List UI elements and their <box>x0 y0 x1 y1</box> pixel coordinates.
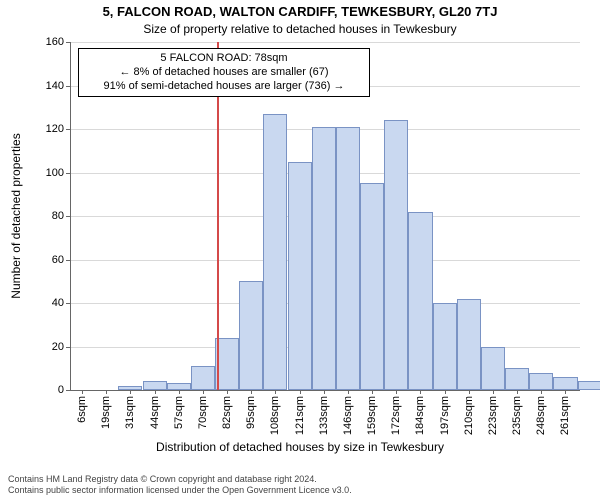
histogram-bar <box>578 381 600 390</box>
ytick-label: 160 <box>46 36 64 48</box>
y-axis-line <box>70 42 71 390</box>
histogram-bar <box>433 303 457 390</box>
xtick-mark <box>275 390 276 394</box>
xtick-mark <box>179 390 180 394</box>
histogram-bar <box>481 347 505 391</box>
ytick-label: 140 <box>46 80 64 92</box>
xtick-label: 82sqm <box>221 396 233 429</box>
histogram-bar <box>191 366 215 390</box>
xtick-label: 248sqm <box>535 396 547 435</box>
xtick-mark <box>517 390 518 394</box>
gridline <box>70 42 580 43</box>
ytick-label: 80 <box>52 210 64 222</box>
xtick-mark <box>469 390 470 394</box>
xtick-label: 108sqm <box>269 396 281 435</box>
annotation-line: 5 FALCON ROAD: 78sqm <box>85 52 363 66</box>
histogram-bar <box>529 373 553 390</box>
xtick-mark <box>300 390 301 394</box>
xtick-mark <box>396 390 397 394</box>
xtick-mark <box>420 390 421 394</box>
xtick-mark <box>227 390 228 394</box>
ytick-label: 100 <box>46 167 64 179</box>
xtick-label: 172sqm <box>390 396 402 435</box>
footer-line: Contains HM Land Registry data © Crown c… <box>8 474 352 485</box>
histogram-chart: 5, FALCON ROAD, WALTON CARDIFF, TEWKESBU… <box>0 0 600 500</box>
xtick-mark <box>324 390 325 394</box>
xtick-mark <box>372 390 373 394</box>
xtick-label: 133sqm <box>318 396 330 435</box>
histogram-bar <box>408 212 432 390</box>
x-axis-title: Distribution of detached houses by size … <box>0 440 600 454</box>
xtick-label: 121sqm <box>294 396 306 435</box>
y-axis-title: Number of detached properties <box>9 133 23 298</box>
xtick-label: 210sqm <box>463 396 475 435</box>
histogram-bar <box>457 299 481 390</box>
xtick-label: 235sqm <box>511 396 523 435</box>
footer-attribution: Contains HM Land Registry data © Crown c… <box>8 474 352 496</box>
xtick-label: 223sqm <box>487 396 499 435</box>
xtick-label: 159sqm <box>366 396 378 435</box>
xtick-mark <box>82 390 83 394</box>
xtick-label: 261sqm <box>559 396 571 435</box>
histogram-bar <box>336 127 360 390</box>
ytick-label: 0 <box>58 384 64 396</box>
ytick-label: 60 <box>52 254 64 266</box>
ytick-label: 40 <box>52 297 64 309</box>
xtick-mark <box>106 390 107 394</box>
xtick-label: 57sqm <box>173 396 185 429</box>
x-axis-line <box>70 390 580 391</box>
ytick-label: 20 <box>52 341 64 353</box>
xtick-mark <box>155 390 156 394</box>
histogram-bar <box>143 381 167 390</box>
footer-line: Contains public sector information licen… <box>8 485 352 496</box>
chart-title-sub: Size of property relative to detached ho… <box>0 22 600 36</box>
xtick-label: 184sqm <box>414 396 426 435</box>
xtick-mark <box>348 390 349 394</box>
xtick-label: 31sqm <box>124 396 136 429</box>
histogram-bar <box>384 120 408 390</box>
xtick-label: 95sqm <box>245 396 257 429</box>
xtick-label: 70sqm <box>197 396 209 429</box>
annotation-line: ← 8% of detached houses are smaller (67) <box>85 66 363 80</box>
histogram-bar <box>360 183 384 390</box>
ytick-label: 120 <box>46 123 64 135</box>
xtick-label: 197sqm <box>439 396 451 435</box>
xtick-mark <box>445 390 446 394</box>
xtick-label: 6sqm <box>76 396 88 423</box>
histogram-bar <box>239 281 263 390</box>
annotation-line: 91% of semi-detached houses are larger (… <box>85 80 363 94</box>
xtick-label: 19sqm <box>100 396 112 429</box>
histogram-bar <box>263 114 287 390</box>
histogram-bar <box>288 162 312 390</box>
annotation-box: 5 FALCON ROAD: 78sqm ← 8% of detached ho… <box>78 48 370 97</box>
xtick-mark <box>541 390 542 394</box>
xtick-label: 146sqm <box>342 396 354 435</box>
xtick-mark <box>493 390 494 394</box>
histogram-bar <box>312 127 336 390</box>
xtick-mark <box>565 390 566 394</box>
xtick-label: 44sqm <box>149 396 161 429</box>
xtick-mark <box>130 390 131 394</box>
xtick-mark <box>251 390 252 394</box>
histogram-bar <box>505 368 529 390</box>
xtick-mark <box>203 390 204 394</box>
histogram-bar <box>553 377 577 390</box>
chart-title-main: 5, FALCON ROAD, WALTON CARDIFF, TEWKESBU… <box>0 4 600 19</box>
